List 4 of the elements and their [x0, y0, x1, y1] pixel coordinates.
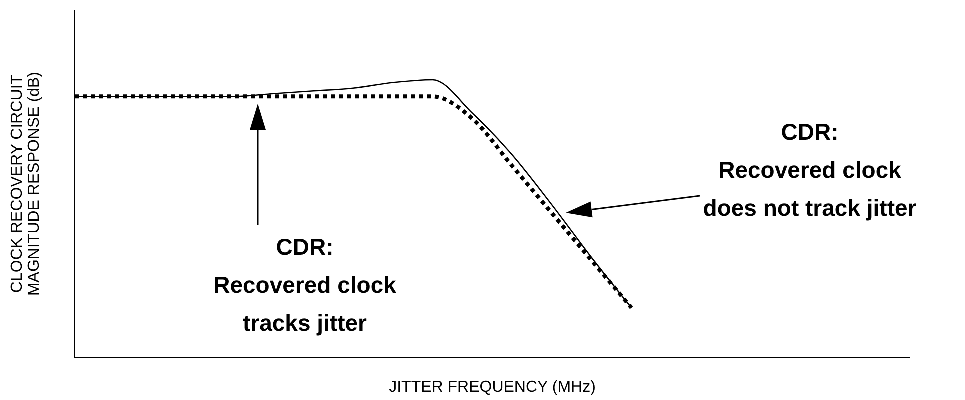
annotation: CDR: Recovered clock tracks jitter — [214, 234, 397, 336]
annotation: CDR: Recovered clock does not track jitter — [703, 119, 917, 221]
x-axis-title: JITTER FREQUENCY (MHz) — [389, 379, 596, 396]
y-axis-title: CLOCK RECOVERY CIRCUIT MAGNITUDE RESPONSE (dB) — [9, 72, 43, 296]
